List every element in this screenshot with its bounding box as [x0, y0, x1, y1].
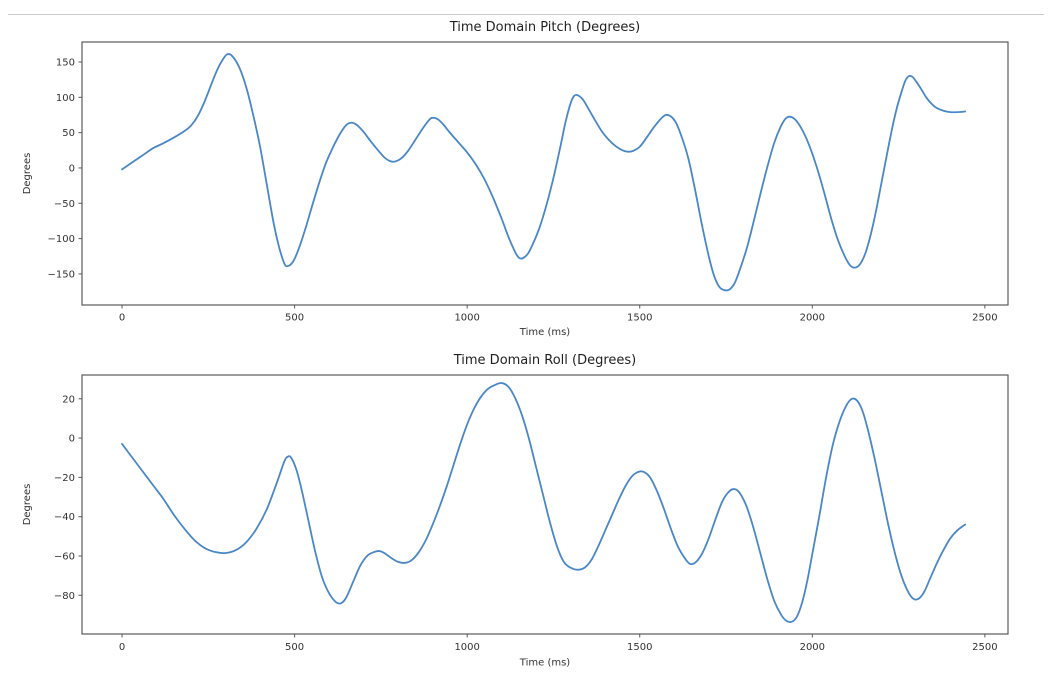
roll-line: [121, 382, 967, 624]
y-tick-label: 0: [69, 434, 75, 445]
y-tick-label: −100: [48, 234, 75, 245]
x-tick-label: 1500: [627, 313, 652, 324]
x-tick-label: 1000: [454, 642, 479, 653]
y-tick-label: 50: [62, 128, 75, 139]
x-tick-label: 500: [285, 642, 304, 653]
x-tick-label: 2000: [800, 642, 825, 653]
pitch-chart: 0 500 1000 1500 2000 2500150100500−50−100−150…: [22, 20, 1009, 338]
pitch-xaxis-label: Time (ms): [519, 327, 571, 338]
y-tick-label: 100: [56, 93, 75, 104]
x-tick-label: 2000: [800, 313, 825, 324]
y-tick-label: 0: [69, 163, 75, 174]
pitch-title: Time Domain Pitch (Degrees): [449, 20, 641, 35]
x-tick-label: 1500: [627, 642, 652, 653]
x-tick-label: 0: [119, 642, 125, 653]
y-tick-label: −150: [48, 269, 75, 280]
x-tick-label: 500: [285, 313, 304, 324]
x-tick-label: 2500: [972, 313, 997, 324]
x-tick-label: 1000: [454, 313, 479, 324]
x-tick-label: 0: [119, 313, 125, 324]
roll-yaxis-label: Degrees: [22, 484, 33, 526]
pitch-yaxis-label: Degrees: [22, 153, 33, 195]
roll-ticks: 0 500 1000 1500 2000 2500 20 0 −20 −40 −60 −80: [54, 394, 998, 653]
roll-axes-border: [81, 374, 1009, 635]
y-tick-label: −20: [54, 473, 75, 484]
roll-chart: 0 500 1000 1500 2000 2500 20 0 −20 −40 −60 −80 Time…: [22, 353, 1009, 669]
y-tick-label: −80: [54, 591, 75, 602]
y-tick-label: 20: [62, 394, 75, 405]
roll-title: Time Domain Roll (Degrees): [453, 353, 637, 368]
y-tick-label: −50: [54, 199, 75, 210]
pitch-line: [121, 53, 967, 292]
y-tick-label: −60: [54, 551, 75, 562]
pitch-axes-border: [81, 41, 1009, 306]
y-tick-label: −40: [54, 512, 75, 523]
x-tick-label: 2500: [972, 642, 997, 653]
roll-xaxis-label: Time (ms): [519, 658, 571, 669]
y-tick-label: 150: [56, 57, 75, 68]
